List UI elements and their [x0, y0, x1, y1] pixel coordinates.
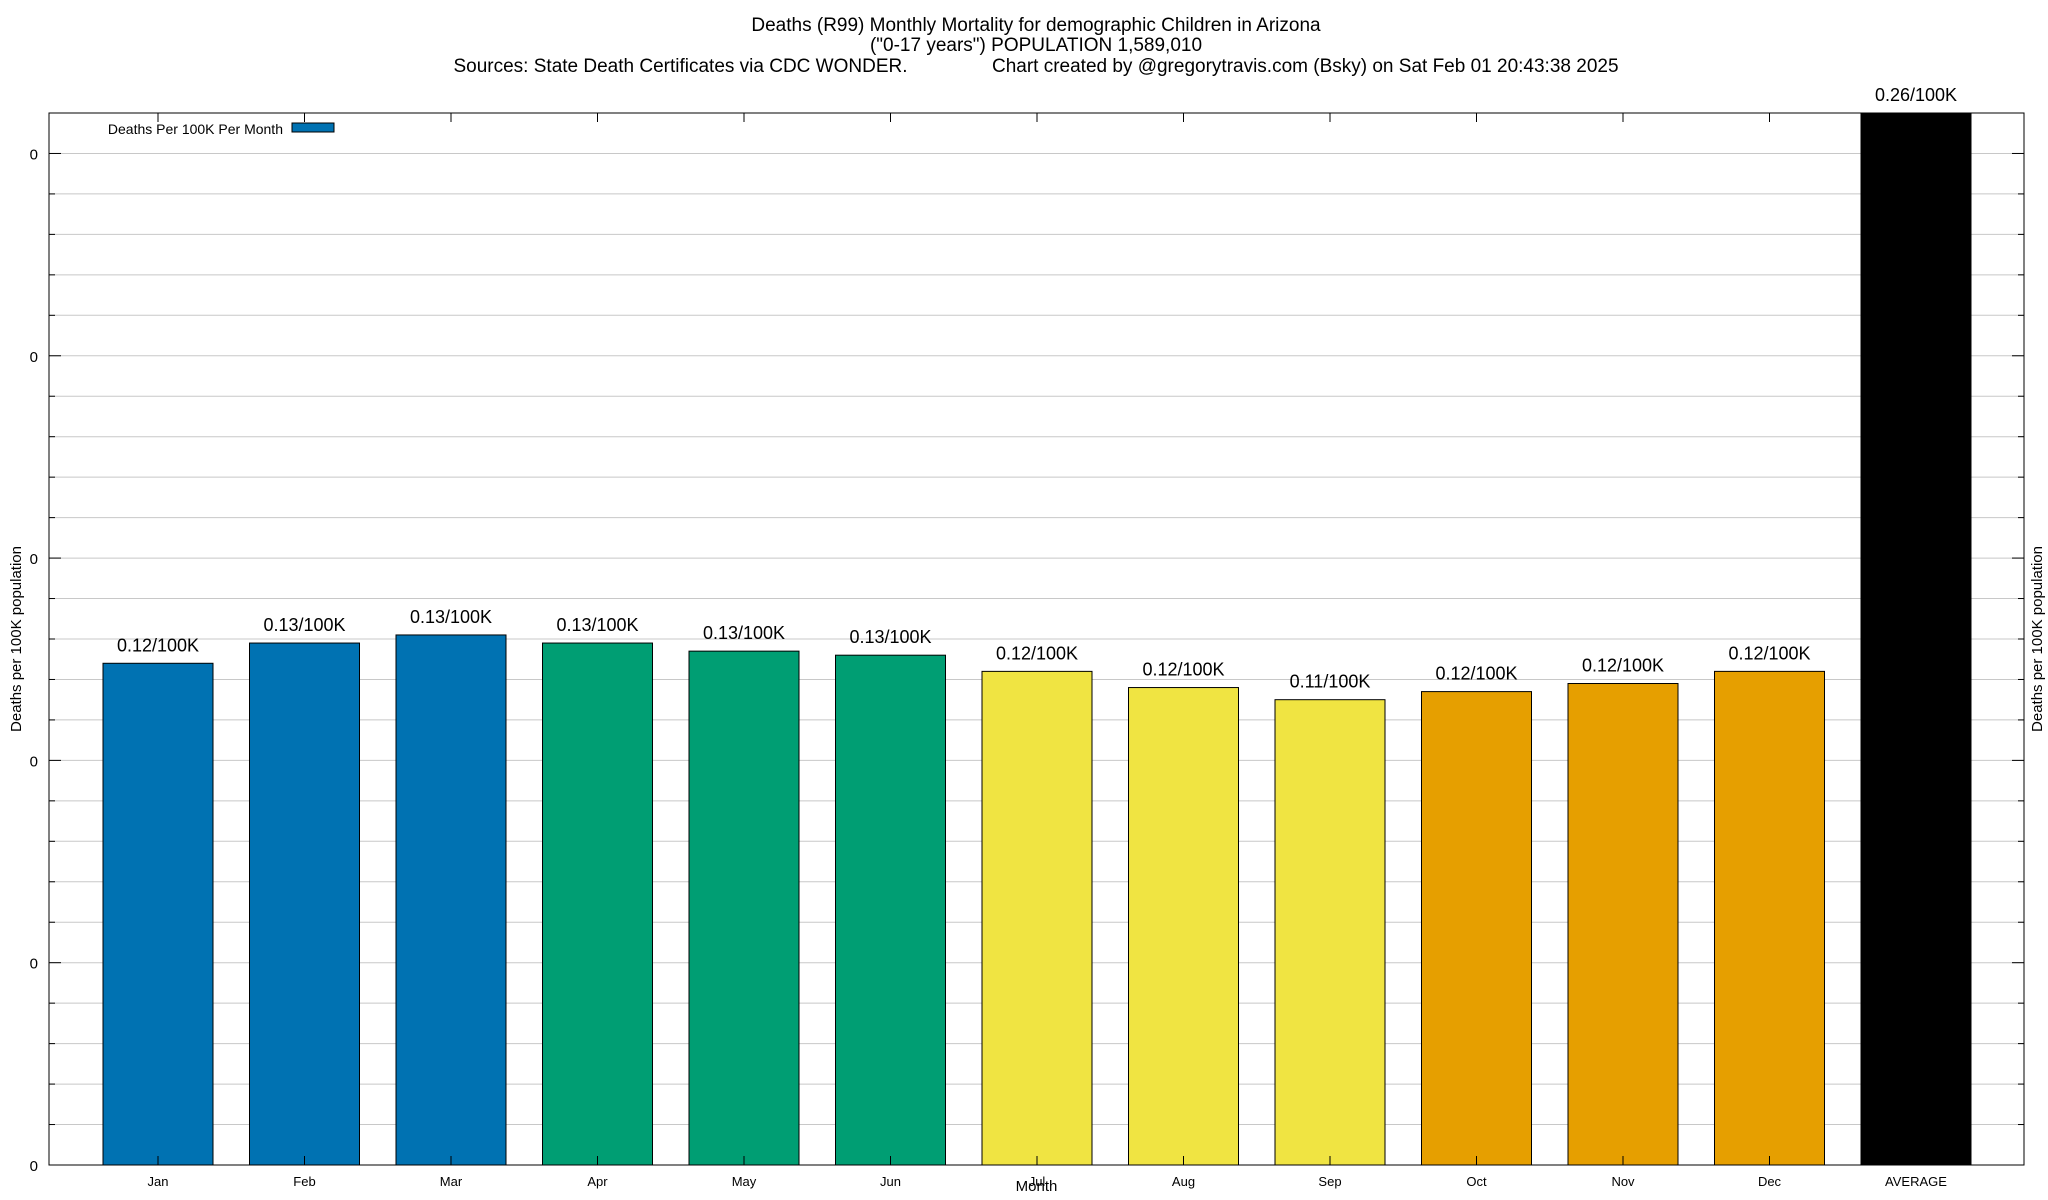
- title-line-2: ("0-17 years") POPULATION 1,589,010: [870, 35, 1202, 56]
- legend-swatch: [291, 122, 335, 133]
- bar-jul: [981, 670, 1093, 1166]
- data-label-dec: 0.12/100K: [1728, 643, 1810, 663]
- x-tick-label-sep: Sep: [1318, 1174, 1341, 1189]
- data-label-feb: 0.13/100K: [263, 615, 345, 635]
- x-tick-label-jul: Jul: [1029, 1174, 1046, 1189]
- bar-may: [688, 650, 800, 1166]
- y-tick-label: 0: [30, 1158, 38, 1175]
- x-axis-title: Month: [1016, 1178, 1058, 1195]
- y-axis-title: Deaths per 100K population: [8, 546, 25, 732]
- data-label-jul: 0.12/100K: [996, 643, 1078, 663]
- y-tick-label: 0: [30, 146, 38, 163]
- y-tick-label: 0: [30, 551, 38, 568]
- bars: [102, 112, 1972, 1166]
- bar-average: [1860, 112, 1972, 1166]
- x-tick-label-nov: Nov: [1611, 1174, 1635, 1189]
- bar-nov: [1567, 683, 1679, 1166]
- gridlines: [49, 152, 2024, 1126]
- data-label-may: 0.13/100K: [703, 623, 785, 643]
- x-tick-label-aug: Aug: [1172, 1174, 1195, 1189]
- y-axis-title-right: Deaths per 100K population: [2029, 546, 2046, 732]
- data-label-oct: 0.12/100K: [1435, 664, 1517, 684]
- title-line-1: Deaths (R99) Monthly Mortality for demog…: [751, 15, 1321, 36]
- x-tick-label-jun: Jun: [880, 1174, 901, 1189]
- bar-jun: [835, 654, 946, 1166]
- data-label-sep: 0.11/100K: [1290, 672, 1371, 692]
- bar-oct: [1421, 691, 1532, 1166]
- data-labels: 0.12/100K 0.13/100K 0.13/100K 0.13/100K 0.13…: [117, 85, 1957, 692]
- legend-label: Deaths Per 100K Per Month: [108, 121, 283, 137]
- axis-ticks: 0 0 0 0 0 0 Jan Feb Mar Apr May Jun Jul Aug Sep Oct Nov D…: [30, 112, 2024, 1189]
- y-tick-label: 0: [30, 753, 38, 770]
- bar-apr: [542, 642, 653, 1166]
- data-label-apr: 0.13/100K: [556, 615, 638, 635]
- chart-title: Deaths (R99) Monthly Mortality for demog…: [453, 15, 1618, 77]
- title-line-3: Sources: State Death Certificates via CD…: [453, 56, 1618, 77]
- data-label-aug: 0.12/100K: [1142, 660, 1224, 680]
- bar-dec: [1714, 670, 1825, 1166]
- bar-jan: [102, 662, 214, 1166]
- data-label-average: 0.26/100K: [1875, 85, 1957, 105]
- x-tick-label-average: AVERAGE: [1885, 1174, 1947, 1189]
- bar-sep: [1274, 699, 1386, 1166]
- bar-feb: [249, 642, 360, 1166]
- y-tick-label: 0: [30, 956, 38, 973]
- x-tick-label-dec: Dec: [1758, 1174, 1782, 1189]
- x-tick-label-oct: Oct: [1466, 1174, 1487, 1189]
- data-label-jan: 0.12/100K: [117, 635, 199, 655]
- x-tick-label-may: May: [732, 1174, 757, 1189]
- data-label-nov: 0.12/100K: [1582, 656, 1664, 676]
- y-tick-label: 0: [30, 349, 38, 366]
- bar-mar: [395, 634, 507, 1166]
- data-label-jun: 0.13/100K: [849, 627, 931, 647]
- bar-aug: [1128, 687, 1239, 1166]
- x-tick-label-feb: Feb: [293, 1174, 315, 1189]
- legend: Deaths Per 100K Per Month: [108, 121, 335, 137]
- axis-titles: Month Deaths per 100K population Deaths …: [8, 546, 2046, 1195]
- data-label-mar: 0.13/100K: [410, 607, 492, 627]
- x-tick-label-mar: Mar: [440, 1174, 463, 1189]
- x-tick-label-apr: Apr: [587, 1174, 608, 1189]
- x-tick-label-jan: Jan: [148, 1174, 169, 1189]
